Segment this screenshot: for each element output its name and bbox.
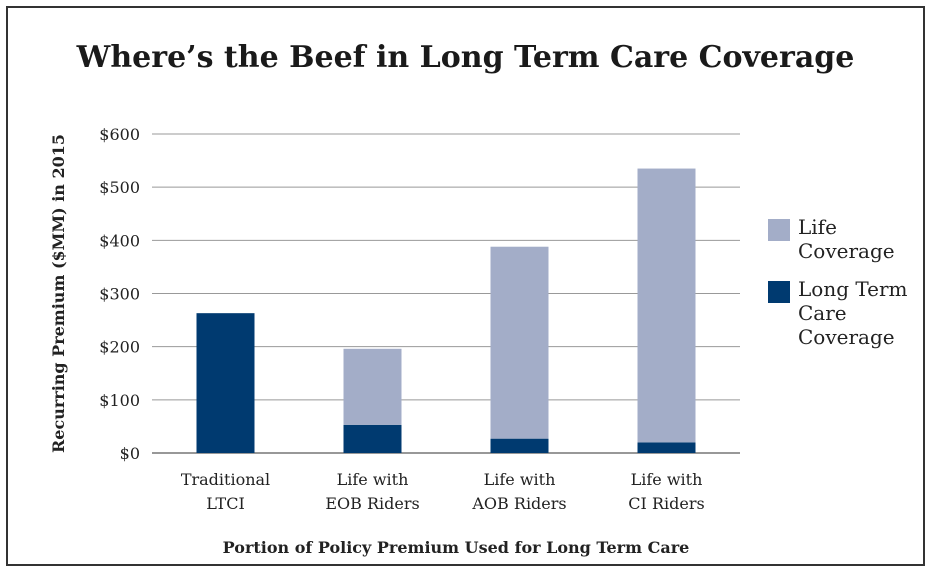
bar-life-segment (637, 168, 696, 443)
legend-swatch-ltc (768, 281, 790, 303)
y-tick-label: $500 (99, 178, 140, 197)
legend-item-life: Life Coverage (768, 215, 908, 263)
legend-label-ltc: Long Term Care Coverage (798, 277, 908, 349)
y-tick-label: $100 (99, 391, 140, 410)
y-tick-label: $600 (99, 125, 140, 144)
x-axis-title: Portion of Policy Premium Used for Long … (223, 538, 690, 557)
y-axis-title: Recurring Premium ($MM) in 2015 (49, 134, 68, 453)
bar-life-segment (490, 246, 549, 439)
bar-life-segment (343, 348, 402, 425)
legend-label-life: Life Coverage (798, 215, 895, 263)
x-tick-label: Life with (631, 470, 703, 489)
y-tick-label: $0 (120, 444, 140, 463)
x-tick-label: Life with (484, 470, 556, 489)
x-tick-label: AOB Riders (471, 494, 566, 513)
x-tick-label: Traditional (181, 470, 270, 489)
legend-swatch-life (768, 219, 790, 241)
legend: Life Coverage Long Term Care Coverage (768, 215, 908, 363)
x-tick-label: CI Riders (628, 494, 704, 513)
y-tick-label: $300 (99, 285, 140, 304)
bar-ltc-segment (343, 424, 402, 453)
bar-ltc-segment (637, 442, 696, 453)
chart-title: Where’s the Beef in Long Term Care Cover… (76, 40, 855, 75)
y-tick-label: $200 (99, 338, 140, 357)
x-tick-label: Life with (337, 470, 409, 489)
y-tick-label: $400 (99, 231, 140, 250)
x-tick-label: LTCI (206, 494, 245, 513)
bar-ltc-segment (196, 313, 255, 453)
legend-item-ltc: Long Term Care Coverage (768, 277, 908, 349)
x-tick-label: EOB Riders (325, 494, 419, 513)
bar-ltc-segment (490, 438, 549, 453)
chart-frame (6, 6, 925, 566)
